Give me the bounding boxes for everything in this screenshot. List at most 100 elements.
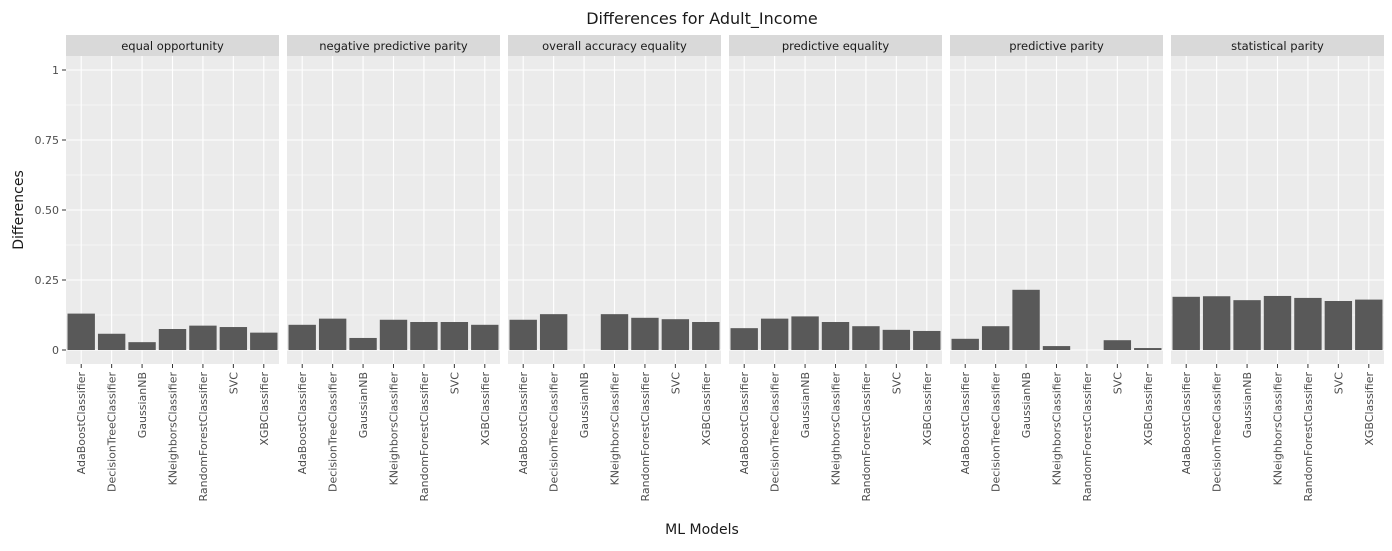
x-tick-label: GaussianNB [136, 372, 149, 438]
x-tick-label: RandomForestClassifier [860, 372, 873, 502]
facet-panel: overall accuracy equality AdaBoostClassif… [508, 35, 721, 502]
x-tick-label: AdaBoostClassifier [959, 372, 972, 475]
bar-svc [1103, 340, 1132, 350]
x-tick-label: KNeighborsClassifier [1051, 372, 1064, 486]
bar-svc [661, 319, 690, 350]
bar-kneighborsclassifier [821, 322, 850, 350]
facet-strip-label: predictive parity [1009, 39, 1104, 53]
bar-decisiontreeclassifier [1202, 296, 1231, 350]
x-tick-label: AdaBoostClassifier [296, 372, 309, 475]
y-tick-label: 0.75 [35, 134, 60, 147]
x-tick-label: SVC [1111, 372, 1124, 395]
facet-panel: predictive equality AdaBoostClassifier Dec… [729, 35, 942, 502]
bar-decisiontreeclassifier [318, 318, 347, 350]
facet-panel: statistical parity AdaBoostClassifier Deci… [1171, 35, 1384, 502]
facet-panel: predictive parity AdaBoostClassifier Decis… [950, 35, 1163, 502]
y-tick-label: 0 [52, 344, 59, 357]
x-tick-label: KNeighborsClassifier [1272, 372, 1285, 486]
x-tick-label: DecisionTreeClassifier [548, 372, 561, 492]
x-tick-label: XGBClassifier [921, 372, 934, 446]
facet-strip [1171, 35, 1384, 56]
y-tick-label: 1 [52, 64, 59, 77]
x-tick-label: SVC [669, 372, 682, 395]
bar-adaboostclassifier [288, 324, 316, 350]
x-axis-label: ML Models [665, 522, 739, 538]
bar-xgbclassifier [1355, 299, 1383, 350]
x-tick-label: AdaBoostClassifier [517, 372, 530, 475]
x-tick-label: KNeighborsClassifier [609, 372, 622, 486]
x-tick-label: KNeighborsClassifier [388, 372, 401, 486]
x-tick-label: GaussianNB [578, 372, 591, 438]
x-tick-label: AdaBoostClassifier [75, 372, 88, 475]
bar-decisiontreeclassifier [760, 318, 789, 350]
bar-svc [219, 327, 248, 350]
bar-adaboostclassifier [1172, 296, 1200, 350]
bar-svc [1324, 301, 1353, 350]
bar-gaussiannb [128, 342, 156, 350]
facet-strip-label: negative predictive parity [319, 39, 468, 53]
facet-strip [729, 35, 942, 56]
x-tick-label: DecisionTreeClassifier [990, 372, 1003, 492]
bar-gaussiannb [791, 316, 819, 350]
facet-strip [287, 35, 500, 56]
x-tick-label: RandomForestClassifier [197, 372, 210, 502]
x-tick-label: DecisionTreeClassifier [327, 372, 340, 492]
facet-strip [950, 35, 1163, 56]
x-tick-label: SVC [448, 372, 461, 395]
facet-panel: negative predictive parity AdaBoostClassi… [287, 35, 500, 502]
bar-randomforestclassifier [631, 317, 659, 350]
x-tick-label: GaussianNB [799, 372, 812, 438]
bar-decisiontreeclassifier [981, 326, 1010, 350]
bar-xgbclassifier [1134, 348, 1162, 350]
y-tick-label: 0.50 [35, 204, 60, 217]
bar-adaboostclassifier [67, 313, 95, 350]
facet-strip-label: equal opportunity [121, 39, 224, 53]
x-tick-label: XGBClassifier [258, 372, 271, 446]
y-axis-label: Differences [11, 170, 27, 249]
x-tick-label: XGBClassifier [1363, 372, 1376, 446]
x-tick-label: RandomForestClassifier [639, 372, 652, 502]
x-tick-label: GaussianNB [357, 372, 370, 438]
bar-adaboostclassifier [730, 328, 758, 350]
x-tick-label: XGBClassifier [700, 372, 713, 446]
bar-decisiontreeclassifier [539, 314, 568, 350]
facet-strip [66, 35, 279, 56]
bar-svc [440, 322, 469, 350]
bar-decisiontreeclassifier [97, 333, 126, 350]
x-tick-label: XGBClassifier [479, 372, 492, 446]
x-tick-label: DecisionTreeClassifier [769, 372, 782, 492]
x-tick-label: KNeighborsClassifier [830, 372, 843, 486]
bar-gaussiannb [349, 337, 377, 350]
facet-strip-label: statistical parity [1231, 39, 1324, 53]
y-tick-label: 0.25 [35, 274, 60, 287]
bar-kneighborsclassifier [600, 314, 629, 350]
bar-xgbclassifier [250, 332, 278, 350]
x-tick-label: SVC [1332, 372, 1345, 395]
bar-xgbclassifier [692, 322, 720, 350]
bar-randomforestclassifier [410, 322, 438, 350]
x-tick-label: AdaBoostClassifier [1180, 372, 1193, 475]
facet-strip-label: predictive equality [782, 39, 890, 53]
facet-panels: 0 0.25 0.50 0.75 1 equal opportunity AdaBoostC… [35, 35, 1384, 502]
bar-adaboostclassifier [951, 338, 979, 350]
bar-gaussiannb [1233, 300, 1261, 350]
bar-randomforestclassifier [1294, 297, 1322, 350]
bar-svc [882, 329, 911, 350]
bar-xgbclassifier [471, 324, 499, 350]
x-tick-label: DecisionTreeClassifier [1211, 372, 1224, 492]
x-tick-label: GaussianNB [1241, 372, 1254, 438]
bar-randomforestclassifier [189, 325, 217, 350]
x-tick-label: RandomForestClassifier [418, 372, 431, 502]
bar-xgbclassifier [913, 330, 941, 350]
x-tick-label: KNeighborsClassifier [167, 372, 180, 486]
x-tick-label: XGBClassifier [1142, 372, 1155, 446]
facet-strip-label: overall accuracy equality [542, 39, 687, 53]
x-tick-label: RandomForestClassifier [1081, 372, 1094, 502]
x-tick-label: AdaBoostClassifier [738, 372, 751, 475]
bar-adaboostclassifier [509, 319, 537, 350]
bar-kneighborsclassifier [158, 329, 187, 350]
x-tick-label: GaussianNB [1020, 372, 1033, 438]
bar-gaussiannb [1012, 289, 1040, 350]
